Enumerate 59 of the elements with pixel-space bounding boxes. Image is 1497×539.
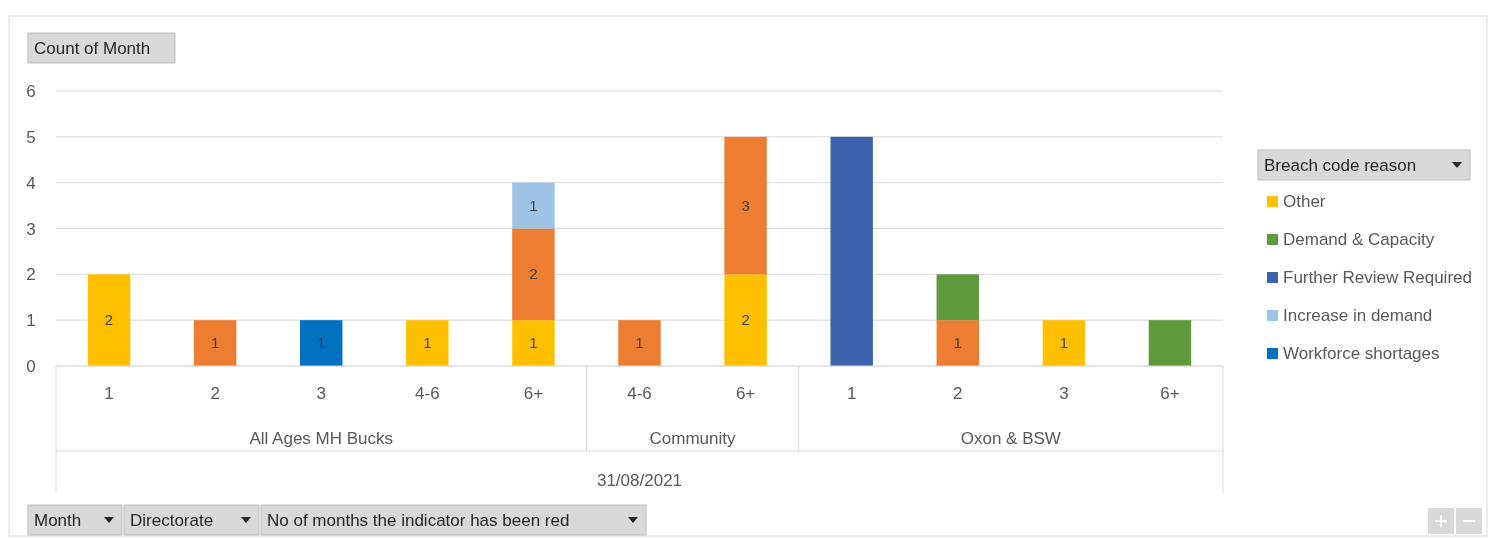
data-label: 3 — [741, 196, 750, 214]
text: No of months the indicator has been red — [267, 511, 570, 530]
bar — [724, 274, 767, 366]
text: Oxon & BSW — [960, 429, 1061, 448]
legend-label: Increase in demand — [1283, 306, 1433, 325]
y-tick-label: 3 — [26, 219, 36, 239]
text: Community — [649, 429, 737, 448]
bar — [936, 274, 979, 321]
legend-title: Breach code reason — [1264, 156, 1417, 175]
bar — [1042, 320, 1086, 366]
bar — [406, 320, 449, 366]
x-tick-label: 1 — [846, 384, 857, 403]
bar — [830, 136, 873, 366]
data-label: 1 — [953, 334, 962, 352]
bar — [512, 320, 555, 366]
y-tick-label: 6 — [26, 82, 36, 101]
data-label: 1 — [529, 334, 538, 352]
x-tick-label: 6+ — [523, 384, 544, 403]
legend-label: Workforce shortages — [1283, 344, 1440, 363]
bar — [300, 320, 343, 366]
bar — [87, 274, 131, 366]
y-axis-title: Count of Month — [34, 39, 151, 58]
legend-label: Further Review Required — [1283, 268, 1472, 287]
bar — [936, 320, 979, 366]
text: All Ages MH Bucks — [249, 429, 394, 448]
x-tick-label: 2 — [953, 384, 963, 403]
x-tick-label: 6+ — [1160, 384, 1180, 403]
data-label: 1 — [635, 334, 644, 352]
bar — [512, 228, 555, 321]
bar — [618, 320, 661, 366]
text: Directorate — [130, 511, 214, 530]
data-label: 1 — [1059, 334, 1069, 352]
bar — [512, 182, 555, 229]
y-tick-label: 4 — [26, 173, 36, 193]
text: 31/08/2021 — [596, 471, 683, 490]
x-tick-label: 3 — [1059, 384, 1069, 403]
data-label: 2 — [741, 311, 750, 329]
text: Month — [34, 511, 82, 530]
bar — [1148, 320, 1192, 366]
y-tick-label: 2 — [26, 265, 36, 285]
data-label: 1 — [210, 334, 220, 352]
x-tick-label: 2 — [210, 384, 220, 403]
x-tick-label: 4-6 — [415, 384, 440, 403]
bar — [193, 320, 237, 366]
x-tick-label: 1 — [104, 384, 114, 403]
y-tick-label: 1 — [26, 311, 36, 331]
x-tick-label: 6+ — [735, 384, 756, 403]
data-label: 1 — [317, 334, 326, 352]
data-label: 1 — [529, 196, 538, 214]
bar — [724, 136, 767, 275]
legend-label: Other — [1283, 192, 1326, 211]
y-tick-label: 5 — [26, 127, 36, 147]
data-label: 1 — [423, 334, 432, 352]
x-tick-label: 4-6 — [627, 384, 652, 403]
x-tick-label: 3 — [316, 384, 326, 403]
legend-label: Demand & Capacity — [1283, 230, 1435, 249]
data-label: 2 — [104, 311, 114, 329]
data-label: 2 — [529, 265, 538, 283]
y-tick-label: 0 — [26, 357, 36, 376]
